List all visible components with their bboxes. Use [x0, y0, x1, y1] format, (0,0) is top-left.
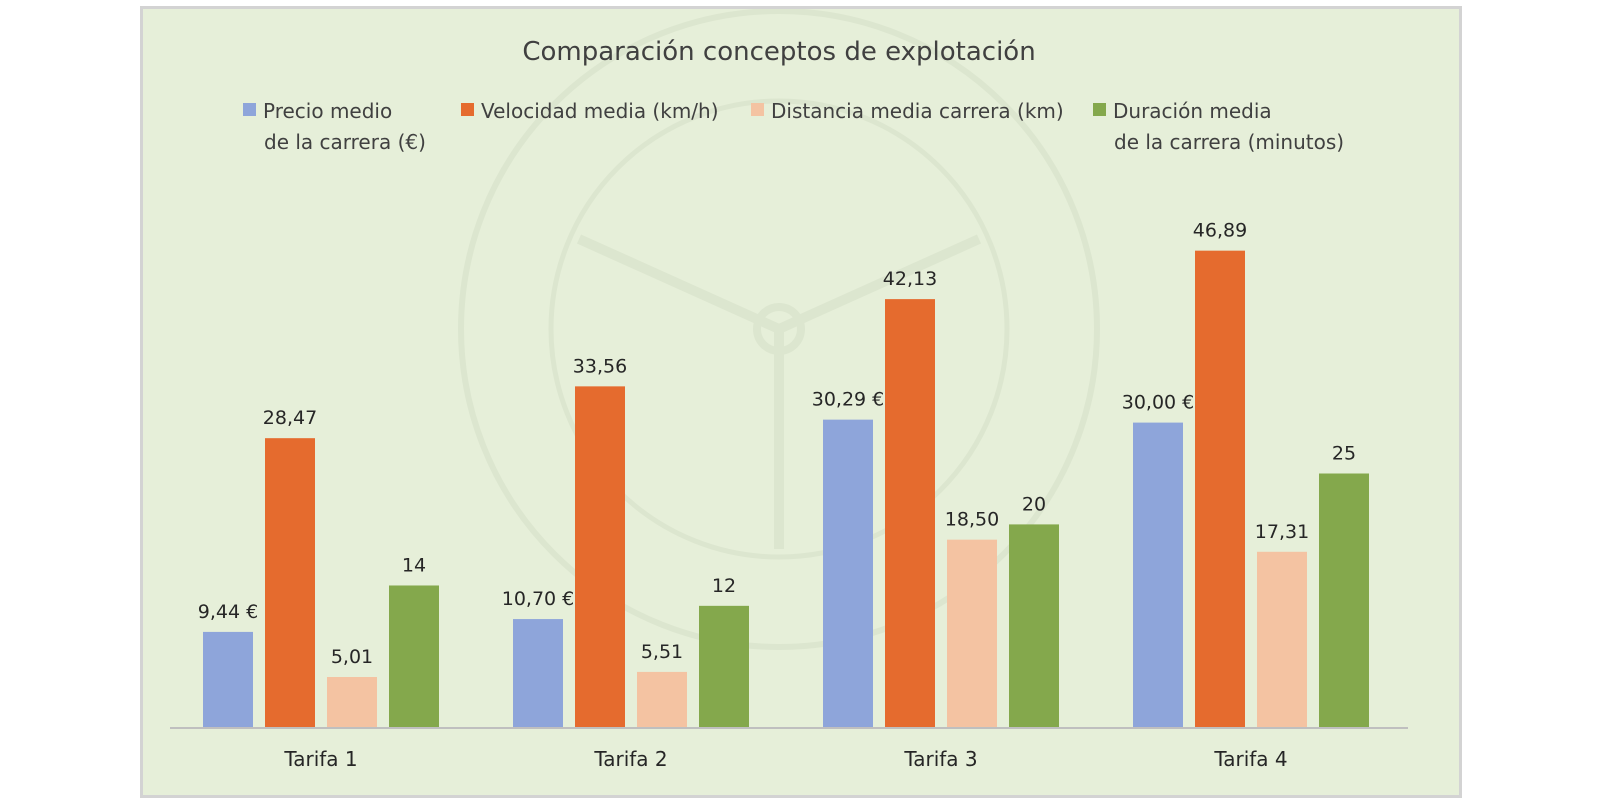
data-label-3-series-2: 42,13: [883, 268, 937, 290]
tick-label-4: Tarifa 4: [1213, 747, 1287, 771]
bar-4-series-3: [1257, 551, 1307, 728]
data-label-1-series-3: 5,01: [331, 646, 373, 668]
bar-2-series-4: [699, 605, 749, 728]
legend-label-4-line-1: Duración media: [1113, 99, 1272, 123]
bar-2-series-1: [513, 619, 563, 728]
legend-swatch-2: [461, 103, 474, 116]
legend-swatch-4: [1093, 103, 1106, 116]
legend-label-1-line-2: de la carrera (€): [264, 130, 426, 154]
bar-4-series-1: [1133, 422, 1183, 728]
data-label-4-series-2: 46,89: [1193, 220, 1247, 242]
data-label-2-series-2: 33,56: [573, 355, 627, 377]
data-label-3-series-3: 18,50: [945, 509, 999, 531]
data-label-4-series-1: 30,00 €: [1122, 392, 1195, 414]
bar-1-series-2: [265, 438, 315, 728]
legend-label-4-line-2: de la carrera (minutos): [1114, 130, 1344, 154]
bar-3-series-3: [947, 539, 997, 728]
data-label-1-series-2: 28,47: [263, 407, 317, 429]
chart-frame: Comparación conceptos de explotación Pre…: [140, 6, 1462, 798]
data-label-1-series-4: 14: [402, 554, 426, 576]
bar-2-series-2: [575, 386, 625, 728]
watermark-seal: [458, 9, 1100, 650]
bar-4-series-2: [1195, 250, 1245, 729]
bar-1-series-1: [203, 631, 253, 728]
data-label-4-series-3: 17,31: [1255, 521, 1309, 543]
data-label-4-series-4: 25: [1332, 443, 1356, 465]
data-label-3-series-4: 20: [1022, 493, 1046, 515]
data-label-3-series-1: 30,29 €: [812, 389, 885, 411]
x-tick-labels: Tarifa 1 Tarifa 2 Tarifa 3 Tarifa 4: [283, 747, 1287, 771]
legend-label-1-line-1: Precio medio: [263, 99, 392, 123]
data-label-1-series-1: 9,44 €: [198, 601, 258, 623]
legend-swatch-3: [751, 103, 764, 116]
legend-swatch-1: [243, 103, 256, 116]
tick-label-2: Tarifa 2: [593, 747, 667, 771]
tick-label-3: Tarifa 3: [903, 747, 977, 771]
data-label-2-series-1: 10,70 €: [502, 588, 575, 610]
bar-3-series-2: [885, 299, 935, 728]
bar-2-series-3: [637, 671, 687, 728]
chart-title: Comparación conceptos de explotación: [522, 37, 1035, 67]
bar-3-series-4: [1009, 524, 1059, 728]
legend: Precio medio de la carrera (€) Velocidad m…: [243, 99, 1344, 154]
bar-1-series-4: [389, 585, 439, 728]
data-label-2-series-3: 5,51: [641, 641, 683, 663]
tick-label-1: Tarifa 1: [283, 747, 357, 771]
data-labels-group: 9,44 € 28,47 5,01 14 10,70 € 33,56 5,51 12 30,29…: [198, 220, 1356, 668]
bars-group: [203, 250, 1369, 729]
bar-3-series-1: [823, 419, 873, 728]
legend-label-2-line-1: Velocidad media (km/h): [481, 99, 719, 123]
legend-label-3-line-1: Distancia media carrera (km): [771, 99, 1064, 123]
bar-4-series-4: [1319, 473, 1369, 728]
bar-1-series-3: [327, 676, 377, 728]
data-label-2-series-4: 12: [712, 575, 736, 597]
bar-chart: Comparación conceptos de explotación Pre…: [170, 9, 1408, 771]
